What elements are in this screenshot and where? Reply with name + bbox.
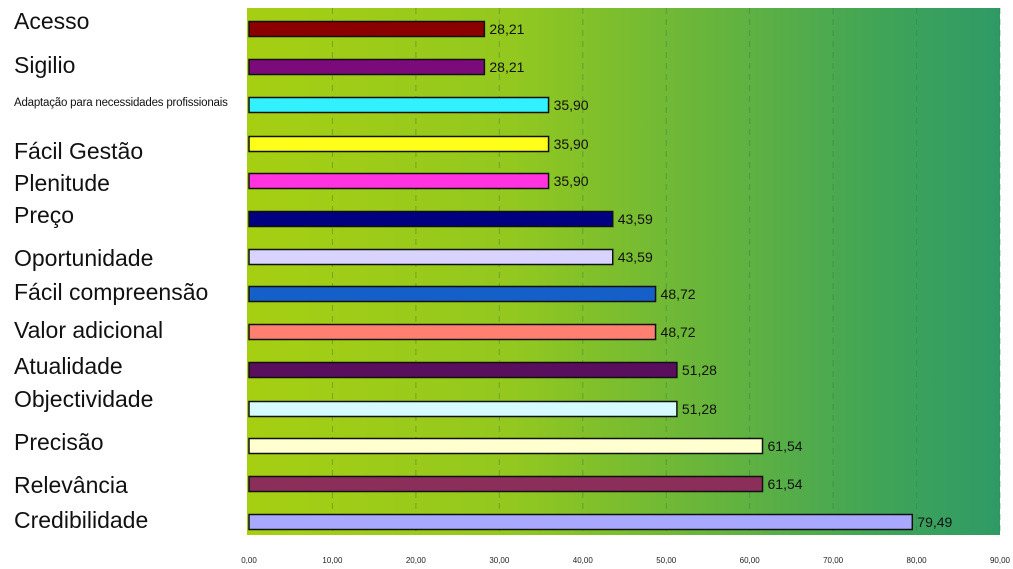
data-label: 51,28 — [682, 362, 717, 378]
bar — [248, 135, 550, 153]
category-label: Relevância — [14, 472, 128, 498]
x-axis-ticks: 0,00 10,00 20,00 30,00 40,00 50,00 60,00 70,00 8… — [241, 556, 1010, 565]
data-label: 51,28 — [682, 401, 717, 417]
bar — [248, 285, 657, 303]
bar — [248, 437, 764, 455]
x-tick-label: 50,00 — [656, 556, 677, 565]
data-label: 79,49 — [917, 514, 952, 530]
x-tick-label: 20,00 — [406, 556, 427, 565]
category-label: Adaptação para necessidades profissionai… — [14, 97, 228, 109]
x-tick-label: 60,00 — [740, 556, 761, 565]
bar — [248, 96, 550, 114]
bars — [248, 20, 914, 531]
bar — [248, 475, 764, 493]
bar — [248, 20, 486, 38]
value-labels: 28,21 28,21 35,90 35,90 35,90 43,59 43,59 48,72… — [489, 21, 952, 530]
data-label: 28,21 — [489, 21, 524, 37]
data-label: 35,90 — [554, 97, 589, 113]
bar — [248, 58, 486, 76]
x-tick-label: 30,00 — [489, 556, 510, 565]
category-label: Precisão — [14, 429, 104, 455]
x-tick-label: 0,00 — [241, 556, 257, 565]
bar — [248, 513, 914, 531]
data-label: 48,72 — [661, 286, 696, 302]
bar — [248, 172, 550, 190]
category-label: Fácil Gestão — [14, 138, 144, 164]
bar — [248, 361, 678, 379]
category-label: Sigilio — [14, 52, 76, 78]
data-label: 48,72 — [661, 324, 696, 340]
bar — [248, 210, 614, 228]
data-label: 35,90 — [554, 173, 589, 189]
category-label: Fácil compreensão — [14, 279, 209, 305]
category-label: Atualidade — [14, 353, 123, 379]
x-tick-label: 90,00 — [990, 556, 1011, 565]
bar — [248, 248, 614, 266]
data-label: 43,59 — [618, 249, 653, 265]
bar — [248, 323, 657, 341]
data-label: 35,90 — [554, 136, 589, 152]
category-label: Credibilidade — [14, 507, 149, 533]
x-tick-label: 10,00 — [322, 556, 343, 565]
bar — [248, 400, 678, 418]
data-label: 61,54 — [768, 476, 803, 492]
x-tick-label: 40,00 — [573, 556, 594, 565]
data-label: 61,54 — [768, 438, 803, 454]
category-label: Oportunidade — [14, 245, 154, 271]
x-tick-label: 70,00 — [823, 556, 844, 565]
x-tick-label: 80,00 — [907, 556, 928, 565]
category-label: Preço — [14, 202, 75, 228]
category-label: Acesso — [14, 8, 90, 34]
category-label: Valor adicional — [14, 317, 164, 343]
data-label: 43,59 — [618, 211, 653, 227]
category-label: Objectividade — [14, 386, 154, 412]
data-label: 28,21 — [489, 59, 524, 75]
category-label: Plenitude — [14, 170, 110, 196]
plot-area — [247, 8, 1000, 535]
